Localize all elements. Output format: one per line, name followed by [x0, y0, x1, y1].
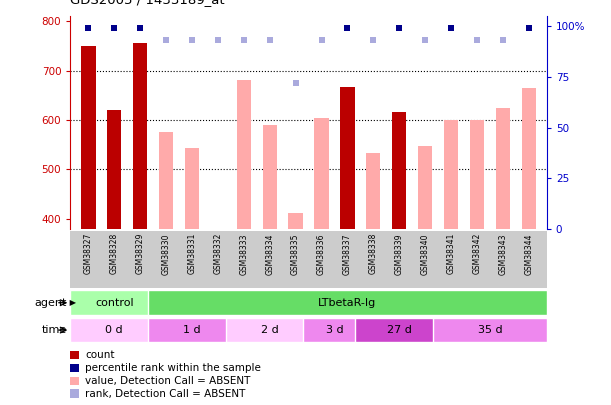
Text: value, Detection Call = ABSENT: value, Detection Call = ABSENT	[86, 376, 251, 386]
Text: GSM38334: GSM38334	[265, 233, 274, 275]
Text: rank, Detection Call = ABSENT: rank, Detection Call = ABSENT	[86, 388, 246, 399]
Bar	[159, 132, 174, 229]
Text: GSM38342: GSM38342	[472, 233, 481, 275]
Text: GSM38336: GSM38336	[317, 233, 326, 275]
Text: 3 d: 3 d	[326, 325, 343, 335]
Bar	[340, 87, 354, 229]
Bar	[315, 117, 329, 229]
Text: GSM38343: GSM38343	[499, 233, 507, 275]
Text: time: time	[42, 325, 67, 335]
Bar	[70, 390, 79, 398]
Text: GSM38327: GSM38327	[84, 233, 93, 275]
Bar	[225, 318, 313, 342]
Bar	[107, 110, 122, 229]
Bar	[185, 148, 199, 229]
Text: GSM38341: GSM38341	[447, 233, 456, 275]
Bar	[366, 153, 381, 229]
Text: ▶: ▶	[67, 298, 76, 307]
Bar	[70, 290, 158, 315]
Bar	[263, 125, 277, 229]
Bar	[288, 213, 302, 229]
Bar	[70, 318, 158, 342]
Text: 0 d: 0 d	[106, 325, 123, 335]
Bar	[70, 351, 79, 359]
Text: GSM38331: GSM38331	[188, 233, 197, 275]
Bar	[70, 364, 79, 372]
Text: GSM38339: GSM38339	[395, 233, 404, 275]
Text: GSM38329: GSM38329	[136, 233, 145, 275]
Text: GSM38335: GSM38335	[291, 233, 300, 275]
Text: GDS2005 / 1433189_at: GDS2005 / 1433189_at	[70, 0, 225, 6]
Bar	[148, 290, 547, 315]
Text: GSM38344: GSM38344	[524, 233, 533, 275]
Text: percentile rank within the sample: percentile rank within the sample	[86, 363, 261, 373]
Bar	[496, 108, 510, 229]
Bar	[133, 43, 147, 229]
Text: LTbetaR-Ig: LTbetaR-Ig	[318, 298, 376, 308]
Text: 2 d: 2 d	[261, 325, 279, 335]
Text: 1 d: 1 d	[183, 325, 201, 335]
Text: control: control	[95, 298, 134, 308]
Text: 27 d: 27 d	[387, 325, 412, 335]
Text: GSM38340: GSM38340	[420, 233, 430, 275]
Bar	[236, 81, 251, 229]
Bar	[70, 377, 79, 385]
Bar	[355, 318, 443, 342]
Text: GSM38330: GSM38330	[161, 233, 170, 275]
Bar	[522, 88, 536, 229]
Bar	[81, 46, 95, 229]
Text: GSM38333: GSM38333	[240, 233, 248, 275]
Bar	[470, 120, 484, 229]
Text: count: count	[86, 350, 115, 360]
Bar	[444, 120, 458, 229]
Text: GSM38337: GSM38337	[343, 233, 352, 275]
Text: GSM38338: GSM38338	[369, 233, 378, 275]
Text: GSM38328: GSM38328	[110, 233, 119, 274]
Bar	[392, 112, 406, 229]
Bar	[304, 318, 365, 342]
Bar	[148, 318, 236, 342]
Bar	[418, 146, 432, 229]
Text: GSM38332: GSM38332	[213, 233, 222, 275]
Bar	[433, 318, 547, 342]
Text: agent: agent	[35, 298, 67, 308]
Text: 35 d: 35 d	[478, 325, 502, 335]
